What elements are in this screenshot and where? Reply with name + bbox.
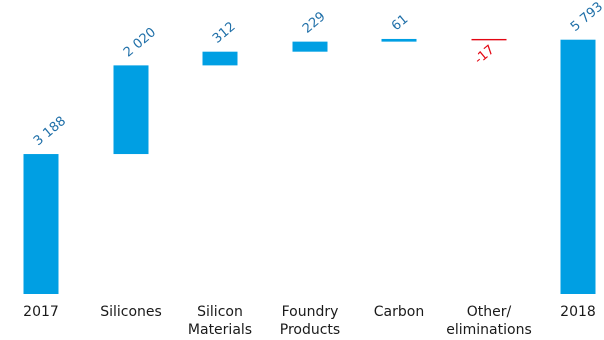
category-label-3-line-2: Materials xyxy=(188,322,252,338)
category-label-1-line-1: 2017 xyxy=(23,304,59,320)
category-label-5-line-1: Carbon xyxy=(374,304,424,320)
value-label-6: -17 xyxy=(472,42,498,67)
category-label-3-line-1: Silicon xyxy=(197,304,243,320)
value-label-1: 3 188 xyxy=(31,114,69,149)
category-label-6-line-1: Other/ xyxy=(467,304,512,320)
bar-7 xyxy=(560,39,596,295)
category-labels-layer: 2017 Silicones Silicon Materials Foundry Prod… xyxy=(23,304,596,338)
bars-layer xyxy=(23,38,596,295)
category-label-7-line-1: 2018 xyxy=(560,304,596,320)
bar-4 xyxy=(292,41,328,52)
value-label-3: 312 xyxy=(210,19,239,46)
bar-5 xyxy=(381,38,417,42)
bar-2 xyxy=(113,65,149,155)
category-label-4-line-1: Foundry xyxy=(282,304,339,320)
category-label-2-line-1: Silicones xyxy=(100,304,162,320)
value-label-7: 5 793 xyxy=(568,0,604,35)
bar-1 xyxy=(23,154,59,294)
category-label-6-line-2: eliminations xyxy=(446,322,531,338)
bar-6 xyxy=(471,38,507,41)
value-label-5: 61 xyxy=(389,12,411,34)
value-label-2: 2 020 xyxy=(121,25,159,60)
value-label-4: 229 xyxy=(300,9,329,36)
bar-3 xyxy=(202,51,238,66)
category-label-4-line-2: Products xyxy=(280,322,340,338)
